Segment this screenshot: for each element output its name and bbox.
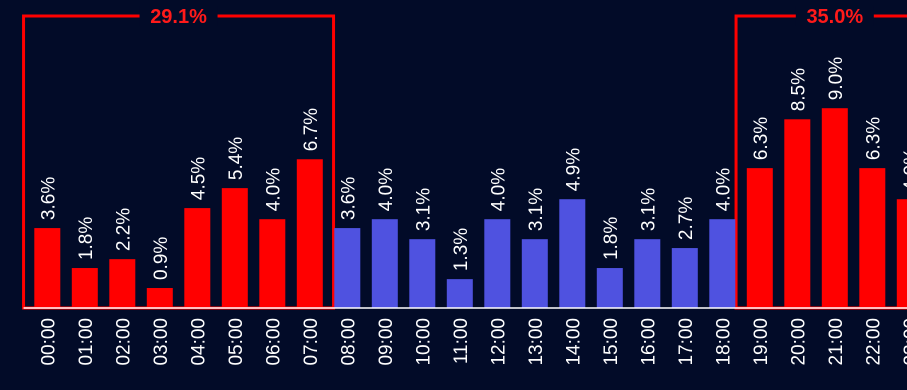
x-tick-label: 22:00 xyxy=(863,318,884,366)
bar-0800 xyxy=(334,228,361,308)
bar-2200 xyxy=(859,168,886,308)
bar-1200 xyxy=(484,219,511,308)
bar-2100 xyxy=(821,108,848,308)
value-label: 2.2% xyxy=(113,208,134,251)
bar-0700 xyxy=(296,159,323,308)
value-label: 1.8% xyxy=(601,217,622,260)
x-tick-label: 06:00 xyxy=(263,318,284,366)
x-tick-label: 19:00 xyxy=(751,318,772,366)
x-tick-label: 01:00 xyxy=(76,318,97,366)
value-label: 9.0% xyxy=(826,57,847,100)
x-tick-label: 03:00 xyxy=(151,318,172,366)
bar-1600 xyxy=(634,239,661,308)
bar-0400 xyxy=(184,208,211,308)
x-tick-label: 23:00 xyxy=(901,318,907,366)
value-label: 3.1% xyxy=(413,188,434,231)
x-tick-label: 10:00 xyxy=(413,318,434,366)
highlight-label-bg xyxy=(795,6,874,26)
bar-1000 xyxy=(409,239,436,308)
bar-2000 xyxy=(784,119,811,308)
highlight-total-label: 35.0% xyxy=(806,6,863,28)
value-label: 0.9% xyxy=(151,237,172,280)
bar-1700 xyxy=(671,248,698,308)
value-label: 4.0% xyxy=(713,168,734,211)
bar-1500 xyxy=(596,268,623,308)
bar-0300 xyxy=(146,288,173,308)
value-label: 3.6% xyxy=(38,177,59,220)
bar-1800 xyxy=(709,219,736,308)
value-label: 4.5% xyxy=(188,157,209,200)
bar-0200 xyxy=(109,259,136,308)
x-tick-label: 18:00 xyxy=(713,318,734,366)
value-label: 4.9% xyxy=(901,148,907,191)
x-tick-label: 04:00 xyxy=(188,318,209,366)
bar-1900 xyxy=(746,168,773,308)
value-label: 3.1% xyxy=(526,188,547,231)
value-label: 1.3% xyxy=(451,228,472,271)
bar-2300 xyxy=(896,199,907,308)
x-tick-label: 14:00 xyxy=(563,318,584,366)
x-tick-label: 12:00 xyxy=(488,318,509,366)
value-label: 6.3% xyxy=(863,117,884,160)
x-tick-label: 05:00 xyxy=(226,318,247,366)
x-tick-label: 21:00 xyxy=(826,318,847,366)
value-label: 6.7% xyxy=(301,108,322,151)
highlight-total-label: 29.1% xyxy=(150,6,207,28)
value-label: 4.9% xyxy=(563,148,584,191)
x-tick-label: 17:00 xyxy=(676,318,697,366)
x-tick-label: 08:00 xyxy=(338,318,359,366)
highlight-label-bg xyxy=(139,6,218,26)
x-tick-label: 11:00 xyxy=(451,318,472,364)
x-tick-label: 09:00 xyxy=(376,318,397,366)
x-tick-label: 20:00 xyxy=(788,318,809,366)
highlight-group-0: 29.1% xyxy=(22,6,336,310)
value-label: 6.3% xyxy=(751,117,772,160)
bar-0900 xyxy=(371,219,398,308)
bar-1100 xyxy=(446,279,473,308)
x-tick-label: 15:00 xyxy=(601,318,622,366)
value-labels: 3.6% 1.8% 2.2% 0.9% 4.5% 5.4% 4.0% 6.7% 3.6% 4.0%… xyxy=(38,57,907,280)
value-label: 4.0% xyxy=(488,168,509,211)
value-label: 1.8% xyxy=(76,217,97,260)
highlight-box xyxy=(22,14,336,310)
x-tick-label: 13:00 xyxy=(526,318,547,366)
bar-0000 xyxy=(34,228,61,308)
value-label: 4.0% xyxy=(263,168,284,211)
value-label: 2.7% xyxy=(676,197,697,240)
x-tick-labels: 00:00 01:00 02:00 03:00 04:00 05:00 06:00 07:00… xyxy=(38,318,907,366)
value-label: 5.4% xyxy=(226,137,247,180)
value-label: 3.1% xyxy=(638,188,659,231)
x-tick-label: 00:00 xyxy=(38,318,59,366)
bar-0600 xyxy=(259,219,286,308)
x-tick-label: 02:00 xyxy=(113,318,134,366)
bar-1400 xyxy=(559,199,586,308)
value-label: 4.0% xyxy=(376,168,397,211)
bar-0500 xyxy=(221,188,248,308)
bar-0100 xyxy=(71,268,98,308)
bar-1300 xyxy=(521,239,548,308)
bars xyxy=(34,108,907,308)
value-label: 3.6% xyxy=(338,177,359,220)
x-tick-label: 07:00 xyxy=(301,318,322,366)
value-label: 8.5% xyxy=(788,68,809,111)
x-tick-label: 16:00 xyxy=(638,318,659,366)
